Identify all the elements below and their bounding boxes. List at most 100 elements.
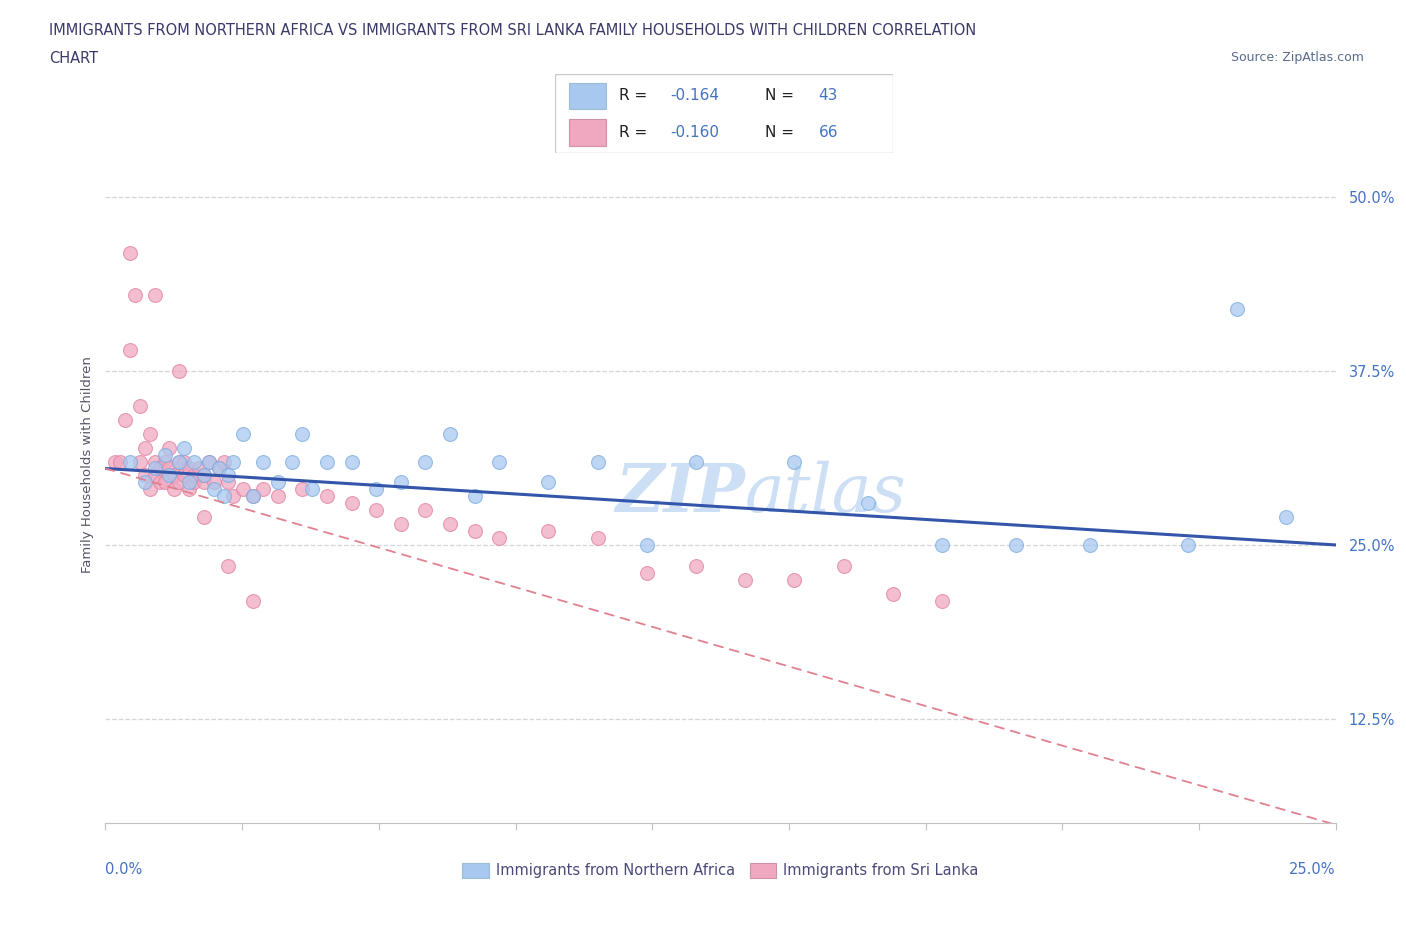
Point (366, 482, 388, 497)
Point (159, 440, 180, 455)
FancyBboxPatch shape (569, 119, 606, 146)
Point (882, 586, 904, 601)
Point (636, 565, 658, 580)
Point (464, 489, 486, 504)
Point (124, 287, 146, 302)
Text: -0.160: -0.160 (671, 125, 718, 140)
Point (218, 558, 240, 573)
Point (783, 572, 806, 587)
Text: N =: N = (765, 88, 799, 103)
Point (218, 468, 240, 483)
Point (129, 398, 152, 413)
Point (586, 454, 609, 469)
Point (173, 440, 195, 455)
Point (366, 503, 388, 518)
Point (173, 468, 195, 483)
Point (183, 468, 205, 483)
Text: 0.0%: 0.0% (105, 862, 142, 877)
Point (163, 468, 186, 483)
Point (134, 440, 156, 455)
Point (173, 454, 195, 469)
Text: -0.164: -0.164 (671, 88, 718, 103)
Text: atlas: atlas (745, 461, 907, 526)
Point (242, 593, 264, 608)
Point (232, 426, 254, 441)
Point (193, 510, 215, 525)
Point (222, 489, 245, 504)
Point (636, 538, 658, 552)
Text: 25.0%: 25.0% (1289, 862, 1336, 877)
FancyBboxPatch shape (555, 74, 893, 153)
Point (232, 482, 254, 497)
Point (783, 454, 806, 469)
Point (301, 482, 323, 497)
Point (138, 482, 162, 497)
Point (439, 517, 461, 532)
Point (488, 454, 510, 469)
Point (183, 475, 205, 490)
Point (1177, 538, 1199, 552)
Text: 66: 66 (818, 125, 838, 140)
Point (685, 454, 707, 469)
Text: 43: 43 (818, 88, 838, 103)
Point (134, 475, 156, 490)
Text: N =: N = (765, 125, 799, 140)
Point (252, 454, 274, 469)
FancyBboxPatch shape (569, 83, 606, 109)
Point (159, 461, 180, 476)
Point (143, 454, 166, 469)
Point (1004, 538, 1026, 552)
Point (153, 475, 176, 490)
Point (267, 475, 290, 490)
Point (202, 475, 225, 490)
Point (1226, 301, 1249, 316)
Point (242, 489, 264, 504)
Point (159, 468, 180, 483)
Point (218, 475, 240, 490)
Point (179, 482, 201, 497)
Point (537, 475, 560, 490)
Point (488, 530, 510, 545)
Point (163, 482, 186, 497)
Point (143, 468, 166, 483)
Point (464, 524, 486, 538)
Point (129, 454, 152, 469)
Point (212, 489, 235, 504)
Point (202, 482, 225, 497)
Point (281, 454, 304, 469)
Point (685, 558, 707, 573)
Point (149, 475, 172, 490)
Point (193, 475, 215, 490)
Point (413, 454, 436, 469)
Point (120, 246, 141, 260)
Point (169, 454, 191, 469)
Point (734, 572, 756, 587)
Point (143, 461, 166, 476)
Point (114, 412, 136, 427)
Y-axis label: Family Households with Children: Family Households with Children (82, 356, 94, 574)
Point (120, 454, 141, 469)
Text: R =: R = (620, 125, 652, 140)
Text: IMMIGRANTS FROM NORTHERN AFRICA VS IMMIGRANTS FROM SRI LANKA FAMILY HOUSEHOLDS W: IMMIGRANTS FROM NORTHERN AFRICA VS IMMIG… (49, 23, 976, 38)
Point (222, 454, 245, 469)
Point (153, 454, 176, 469)
Point (832, 558, 855, 573)
Point (169, 454, 191, 469)
Point (149, 461, 172, 476)
Point (291, 482, 314, 497)
Point (179, 475, 201, 490)
Point (110, 454, 132, 469)
Point (252, 482, 274, 497)
Point (138, 426, 162, 441)
Point (193, 468, 215, 483)
Point (858, 496, 880, 511)
Point (169, 475, 191, 490)
Point (291, 426, 314, 441)
Point (134, 468, 156, 483)
Point (197, 454, 219, 469)
Point (212, 454, 235, 469)
Point (179, 461, 201, 476)
Point (188, 461, 211, 476)
Point (267, 489, 290, 504)
Point (1275, 510, 1298, 525)
